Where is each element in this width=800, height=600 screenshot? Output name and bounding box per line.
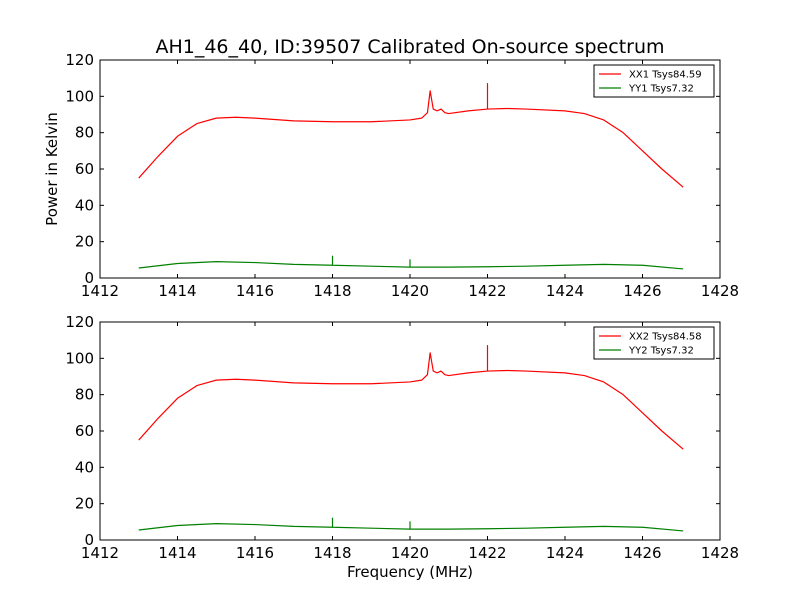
x-tick-label: 1426 [623,544,661,562]
legend-label: YY1 Tsys7.32 [628,84,694,95]
y-tick-label: 100 [65,349,94,367]
y-tick-label: 80 [75,124,94,142]
y-tick-label: 120 [65,313,94,331]
series-line-yy2 [138,517,684,532]
series-line-xx2 [138,345,684,450]
chart-panel-1: 1412 1414 1416 1418 1420 1422 1424 1426 1428 0 20 4… [43,51,739,300]
legend-label: XX1 Tsys84.59 [629,70,702,81]
y-tick-label: 60 [75,160,94,178]
y-tick-label: 120 [65,51,94,69]
y-tick-label: 60 [75,422,94,440]
x-tick-label: 1426 [623,282,661,300]
y-axis-label: Power in Kelvin [43,112,61,226]
x-tick-label: 1418 [313,282,351,300]
x-tick-label: 1424 [546,282,584,300]
y-tick-label: 80 [75,386,94,404]
legend: XX2 Tsys84.58 YY2 Tsys7.32 [593,326,715,360]
y-tick-label: 100 [65,87,94,105]
y-tick-label: 40 [75,458,94,476]
x-tick-label: 1420 [391,544,429,562]
series-line-xx1 [138,83,684,188]
x-tick-label: 1428 [701,282,739,300]
legend-label: XX2 Tsys84.58 [629,332,702,343]
x-tick-label: 1428 [701,544,739,562]
y-tick-label: 20 [75,233,94,251]
legend-label: YY2 Tsys7.32 [628,346,694,357]
y-tick-label: 40 [75,196,94,214]
x-axis-label: Frequency (MHz) [347,563,473,581]
x-tick-label: 1416 [236,282,274,300]
x-tick-label: 1412 [81,544,119,562]
x-tick-label: 1424 [546,544,584,562]
y-tick-label: 0 [84,531,94,549]
x-tick-label: 1414 [158,282,196,300]
chart-panels: 1412 1414 1416 1418 1420 1422 1424 1426 1428 0 20 4… [43,51,739,581]
x-tick-label: 1412 [81,282,119,300]
series-line-yy1 [138,255,684,270]
x-tick-label: 1414 [158,544,196,562]
x-tick-label: 1416 [236,544,274,562]
x-tick-label: 1418 [313,544,351,562]
chart-title: AH1_46_40, ID:39507 Calibrated On-source… [155,36,664,58]
x-tick-label: 1422 [468,282,506,300]
legend: XX1 Tsys84.59 YY1 Tsys7.32 [593,64,715,98]
chart-panel-2: 1412 1414 1416 1418 1420 1422 1424 1426 1428 0 20 4… [65,313,739,581]
legend-box [593,326,715,360]
legend-box [593,64,715,98]
x-tick-label: 1422 [468,544,506,562]
x-tick-label: 1420 [391,282,429,300]
y-tick-label: 0 [84,269,94,287]
y-tick-label: 20 [75,495,94,513]
